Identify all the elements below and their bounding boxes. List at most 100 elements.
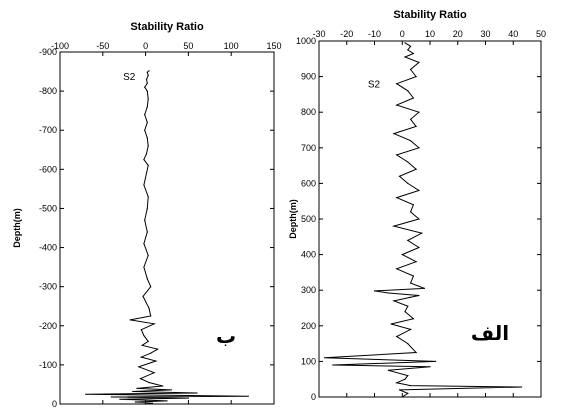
data-point: [140, 329, 142, 331]
chart-title: Stability Ratio: [130, 21, 204, 33]
x-tick-label: -100: [51, 41, 69, 51]
data-point: [412, 275, 414, 277]
data-point: [421, 232, 423, 234]
data-point: [144, 129, 146, 131]
data-point: [146, 278, 148, 280]
data-point: [396, 154, 398, 156]
data-point: [418, 111, 420, 113]
data-point: [146, 121, 148, 123]
y-tick-label: 1000: [296, 36, 316, 46]
data-point: [145, 403, 147, 405]
data-point: [410, 282, 412, 284]
data-point: [147, 164, 149, 166]
data-point: [166, 400, 168, 402]
data-point: [404, 42, 406, 44]
data-point: [415, 76, 417, 78]
y-tick-label: -500: [39, 203, 57, 213]
y-tick-label: 500: [301, 214, 316, 224]
data-point: [148, 307, 150, 309]
panel-label-b: ب: [216, 324, 236, 348]
data-point: [418, 294, 420, 297]
series-line: [324, 42, 522, 398]
data-point: [187, 397, 189, 399]
data-point: [396, 83, 398, 85]
data-point: [404, 378, 406, 380]
series-line: [85, 70, 249, 405]
data-point: [153, 372, 155, 374]
data-point: [150, 315, 152, 317]
data-point: [412, 97, 414, 99]
data-point: [401, 396, 403, 398]
data-point: [143, 159, 145, 161]
y-tick-label: -300: [39, 282, 57, 292]
data-point: [410, 211, 412, 213]
data-point: [396, 268, 398, 270]
chart-title: Stability Ratio: [393, 9, 467, 21]
y-axis-label: Depth(m): [288, 199, 298, 239]
y-tick-label: -800: [39, 86, 57, 96]
data-point: [147, 74, 149, 77]
data-point: [147, 254, 149, 256]
data-point: [146, 82, 148, 84]
data-point: [398, 175, 401, 177]
data-point: [139, 378, 142, 380]
data-point: [148, 381, 150, 384]
data-point: [146, 106, 148, 108]
data-point: [418, 218, 420, 220]
data-point: [132, 390, 134, 393]
data-point: [418, 246, 420, 249]
x-tick-label: 150: [266, 41, 281, 51]
data-point: [415, 351, 417, 354]
data-point: [144, 114, 146, 116]
data-point: [410, 45, 412, 47]
data-point: [412, 318, 414, 320]
data-point: [410, 296, 412, 298]
data-point: [410, 328, 412, 330]
data-point: [150, 286, 152, 288]
data-point: [247, 395, 249, 397]
y-tick-label: 900: [301, 72, 316, 82]
data-point: [147, 145, 149, 147]
x-tick-label: 100: [224, 41, 239, 51]
x-tick-label: 50: [183, 41, 193, 51]
chart-panel-b: Stability Ratio-100 -50 0 50 100 1500-100-200…: [12, 21, 282, 409]
data-point: [147, 196, 149, 198]
x-tick-label: -20: [340, 29, 353, 39]
data-point: [146, 90, 148, 92]
y-tick-label: -200: [39, 321, 57, 331]
x-tick-label: -10: [368, 29, 381, 39]
data-point: [407, 375, 409, 377]
x-tick-label: 0: [143, 41, 148, 51]
data-point: [410, 140, 412, 142]
x-tick-label: -30: [312, 29, 325, 39]
data-point: [324, 357, 326, 359]
y-tick-label: 600: [301, 178, 316, 188]
data-point: [144, 219, 146, 221]
data-point: [407, 305, 409, 307]
data-point: [435, 360, 437, 362]
data-point: [144, 86, 146, 88]
data-point: [423, 287, 425, 289]
data-point: [393, 225, 395, 227]
data-point: [412, 52, 414, 55]
data-point: [136, 387, 138, 389]
x-tick-label: 40: [508, 29, 518, 39]
data-point: [407, 49, 409, 51]
panel-label-alef: الف: [471, 321, 509, 345]
data-point: [110, 396, 112, 398]
y-tick-label: 0: [52, 399, 57, 409]
y-tick-label: -700: [39, 125, 57, 135]
data-point: [196, 392, 198, 394]
data-point: [170, 389, 172, 391]
annotation-s2: S2: [368, 80, 381, 91]
y-tick-label: -400: [39, 243, 57, 253]
data-point: [398, 389, 401, 391]
y-tick-label: 400: [301, 250, 316, 260]
data-point: [146, 231, 148, 233]
data-point: [393, 300, 395, 302]
data-point: [410, 118, 412, 120]
data-point: [143, 243, 145, 245]
data-point: [418, 61, 420, 64]
data-point: [141, 344, 143, 346]
